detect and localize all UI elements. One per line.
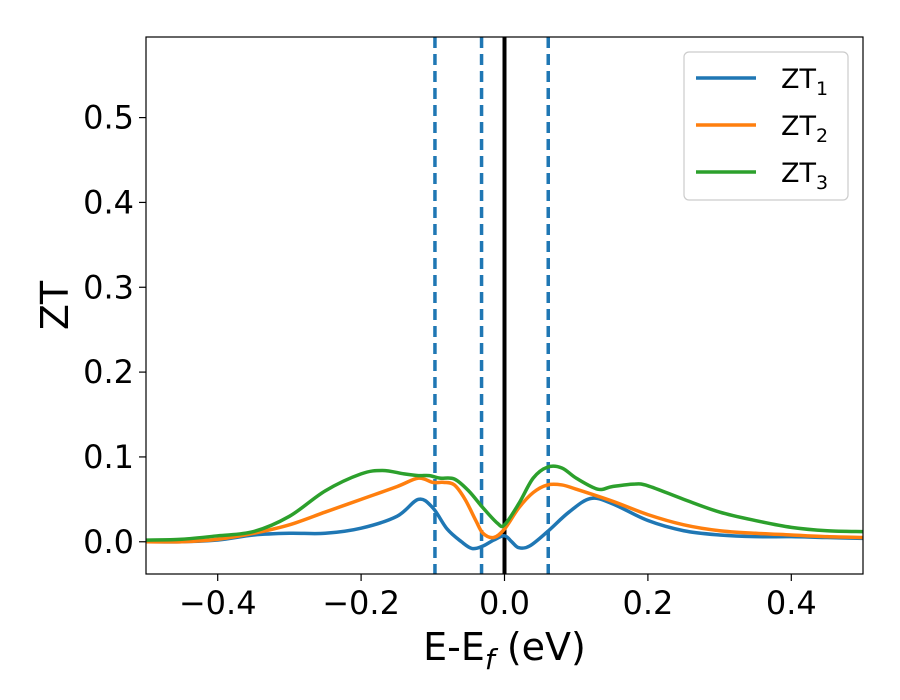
series-line-zt1 — [146, 496, 863, 551]
series-line-zt3 — [146, 464, 863, 542]
x-axis-label: E-Ef (eV) — [423, 625, 586, 676]
series-line-zt2 — [146, 476, 863, 544]
legend-label-zt2: ZT2 — [781, 111, 828, 147]
y-tick-label: 0.4 — [83, 183, 134, 221]
y-axis-ticks: 0.0 0.1 0.2 0.3 0.4 0.5 — [83, 99, 146, 561]
x-tick-label: −0.2 — [322, 584, 400, 622]
x-tick-label: −0.4 — [179, 584, 257, 622]
x-axis-ticks: −0.4 −0.2 0.0 0.2 0.4 — [179, 574, 817, 622]
x-tick-label: 0.4 — [766, 584, 817, 622]
series-lines — [146, 464, 863, 551]
y-tick-label: 0.2 — [83, 353, 134, 391]
legend: ZT1 ZT2 ZT3 — [683, 51, 849, 201]
y-tick-label: 0.1 — [83, 438, 134, 476]
x-tick-label: 0.2 — [622, 584, 673, 622]
legend-label-zt3: ZT3 — [781, 158, 828, 194]
legend-label-zt1: ZT1 — [781, 64, 828, 100]
x-tick-label: 0.0 — [479, 584, 530, 622]
y-tick-label: 0.3 — [83, 268, 134, 306]
y-axis-label: ZT — [33, 280, 77, 330]
legend-box — [683, 51, 849, 201]
y-tick-label: 0.5 — [83, 99, 134, 137]
y-tick-label: 0.0 — [83, 523, 134, 561]
